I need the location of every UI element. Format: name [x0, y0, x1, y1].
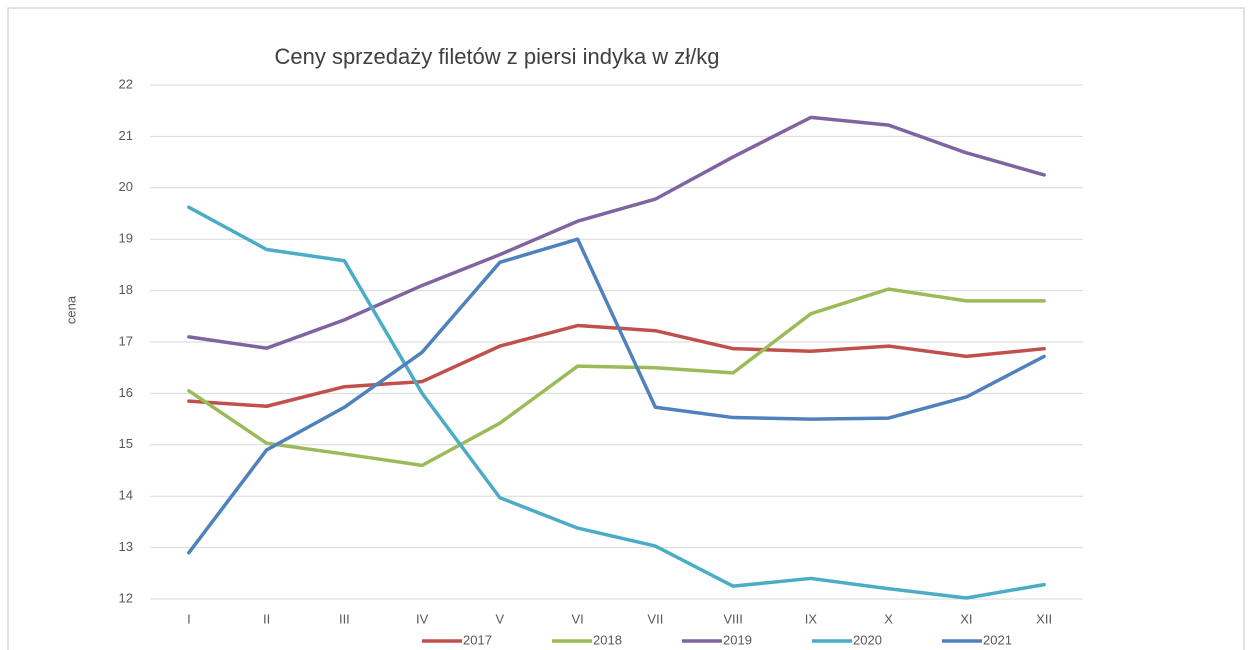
y-tick-label: 17 [119, 333, 133, 348]
series-line [187, 237, 1046, 555]
y-tick-label: 12 [119, 590, 133, 605]
y-tick-label: 16 [119, 385, 133, 400]
chart-title: Ceny sprzedaży filetów z piersi indyka w… [274, 44, 719, 69]
x-tick-label: VIII [723, 611, 743, 626]
chart-frame [7, 7, 1245, 650]
x-tick-label: III [339, 611, 350, 626]
x-tick-label: VI [571, 611, 583, 626]
x-tick-label: XII [1036, 611, 1052, 626]
legend-label: 2021 [983, 632, 1012, 647]
x-tick-label: IX [805, 611, 818, 626]
legend-label: 2017 [463, 632, 492, 647]
x-tick-label: II [263, 611, 270, 626]
legend-label: 2018 [593, 632, 622, 647]
x-tick-label: VII [647, 611, 663, 626]
legend-label: 2019 [723, 632, 752, 647]
x-tick-label: IV [416, 611, 429, 626]
x-tick-label: X [884, 611, 893, 626]
series-line [187, 115, 1046, 350]
y-tick-label: 15 [119, 436, 133, 451]
y-tick-label: 13 [119, 539, 133, 554]
y-axis-label: cena [63, 295, 78, 324]
legend-label: 2020 [853, 632, 882, 647]
y-tick-label: 14 [119, 488, 133, 503]
x-tick-label: I [187, 611, 191, 626]
y-tick-label: 18 [119, 282, 133, 297]
y-tick-label: 19 [119, 231, 133, 246]
y-tick-label: 20 [119, 179, 133, 194]
series-line [187, 287, 1046, 468]
series-line [187, 205, 1046, 600]
y-tick-label: 22 [119, 76, 133, 91]
x-tick-label: V [496, 611, 505, 626]
x-tick-label: XI [960, 611, 972, 626]
series-line [187, 323, 1046, 408]
y-tick-label: 21 [119, 128, 133, 143]
